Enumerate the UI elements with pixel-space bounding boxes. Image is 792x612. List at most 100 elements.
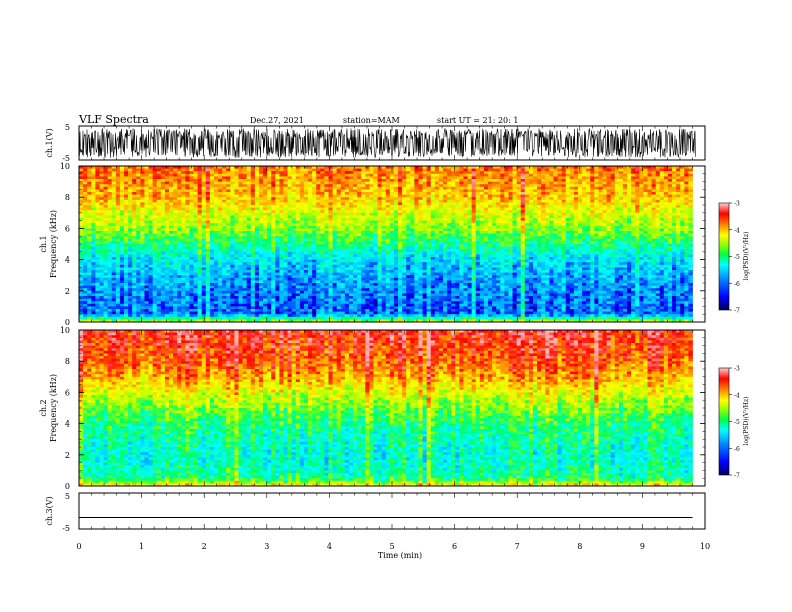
spectrogram-cell: [508, 194, 513, 198]
spectrogram-cell: [201, 218, 207, 221]
spectrogram-cell: [631, 205, 636, 208]
spectrogram-cell: [557, 186, 562, 190]
spectrogram-cell: [107, 233, 113, 237]
spectrogram-cell: [213, 168, 219, 172]
spectrogram-cell: [168, 228, 174, 232]
spectrogram-cell: [618, 192, 624, 195]
spectrogram-cell: [377, 215, 383, 219]
spectrogram-cell: [197, 186, 203, 190]
spectrogram-cell: [524, 166, 530, 169]
spectrogram-cell: [688, 223, 693, 227]
spectrogram-cell: [639, 220, 644, 224]
spectrogram-cell: [303, 210, 309, 214]
spectrogram-cell: [160, 179, 166, 182]
spectrogram-cell: [496, 238, 501, 242]
spectrogram-cell: [218, 233, 223, 237]
spectrogram-cell: [136, 244, 141, 247]
spectrogram-cell: [639, 181, 644, 185]
spectrogram-cell: [205, 249, 211, 253]
spectrogram-cell: [483, 202, 489, 206]
spectrogram-cell: [528, 210, 534, 214]
spectrogram-cell: [213, 215, 219, 219]
spectrogram-cell: [357, 168, 362, 172]
spectrogram-cell: [651, 249, 657, 253]
spectrogram-cell: [561, 205, 567, 208]
spectrogram-cell: [336, 179, 342, 182]
spectrogram-cell: [267, 215, 272, 219]
spectrogram-cell: [565, 197, 571, 201]
spectrogram-cell: [320, 205, 325, 208]
spectrogram-cell: [287, 228, 293, 232]
spectrogram-cell: [344, 166, 350, 169]
spectrogram-cell: [398, 199, 403, 203]
spectrogram-cell: [414, 210, 419, 214]
spectrogram-cell: [128, 197, 133, 201]
spectrogram-cell: [577, 244, 583, 247]
spectrogram-cell: [218, 236, 223, 240]
spectrogram-cell: [263, 199, 268, 203]
spectrogram-cell: [606, 249, 612, 253]
spectrogram-cell: [549, 215, 554, 219]
spectrogram-cell: [332, 220, 338, 224]
spectrogram-cell: [520, 205, 526, 208]
spectrogram-cell: [577, 202, 583, 206]
spectrogram-cell: [213, 220, 219, 224]
spectrogram-cell: [627, 246, 632, 250]
spectrogram-cell: [667, 212, 673, 216]
spectrogram-cell: [663, 181, 669, 185]
spectrogram-cell: [156, 215, 162, 219]
spectrogram-cell: [103, 202, 109, 206]
spectrogram-cell: [426, 202, 432, 206]
spectrogram-cell: [512, 171, 518, 175]
spectrogram-cell: [487, 228, 493, 232]
spectrogram-cell: [258, 246, 264, 250]
spectrogram-cell: [205, 233, 211, 237]
station-label: station=MAM: [343, 116, 400, 125]
spectrogram-cell: [173, 210, 178, 214]
spectrogram-cell: [348, 241, 354, 245]
spectrogram-cell: [524, 231, 530, 234]
spectrogram-cell: [91, 202, 96, 206]
spectrogram-cell: [287, 223, 293, 227]
spectrogram-cell: [569, 202, 575, 206]
spectrogram-cell: [128, 181, 133, 185]
spectrogram-cell: [95, 199, 100, 203]
spectrogram-cell: [336, 171, 342, 175]
spectrogram-cell: [520, 220, 526, 224]
spectrogram-cell: [618, 168, 624, 172]
spectrogram-cell: [565, 205, 571, 208]
spectrogram-cell: [573, 218, 579, 221]
spectrogram-cell: [389, 186, 395, 190]
spectrogram-cell: [148, 192, 154, 195]
spectrogram-cell: [410, 189, 415, 193]
spectrogram-cell: [443, 210, 448, 214]
spectrogram-cell: [377, 202, 383, 206]
spectrogram-cell: [140, 218, 145, 221]
spectrogram-cell: [234, 231, 239, 234]
spectrogram-cell: [250, 173, 256, 177]
spectrogram-cell: [258, 192, 264, 195]
spectrogram-cell: [463, 220, 468, 224]
spectrogram-cell: [659, 220, 665, 224]
spectrogram-cell: [684, 197, 689, 201]
spectrogram-cell: [406, 218, 411, 221]
spectrogram-cell: [643, 233, 648, 237]
spectrogram-cell: [324, 192, 329, 195]
spectrogram-cell: [95, 225, 100, 229]
spectrogram-cell: [659, 223, 665, 227]
spectrogram-cell: [177, 202, 182, 206]
spectrogram-cell: [119, 218, 125, 221]
spectrogram-cell: [226, 184, 231, 188]
spectrogram-cell: [201, 210, 207, 214]
spectrogram-cell: [291, 246, 297, 250]
spectrogram-cell: [299, 186, 305, 190]
spectrogram-cell: [639, 215, 644, 219]
spectrogram-cell: [586, 184, 591, 188]
spectrogram-cell: [410, 236, 415, 240]
spectrogram-cell: [361, 192, 366, 195]
spectrogram-cell: [627, 241, 632, 245]
spectrogram-cell: [434, 228, 440, 232]
spectrogram-cell: [643, 207, 648, 211]
spectrogram-cell: [328, 189, 333, 193]
